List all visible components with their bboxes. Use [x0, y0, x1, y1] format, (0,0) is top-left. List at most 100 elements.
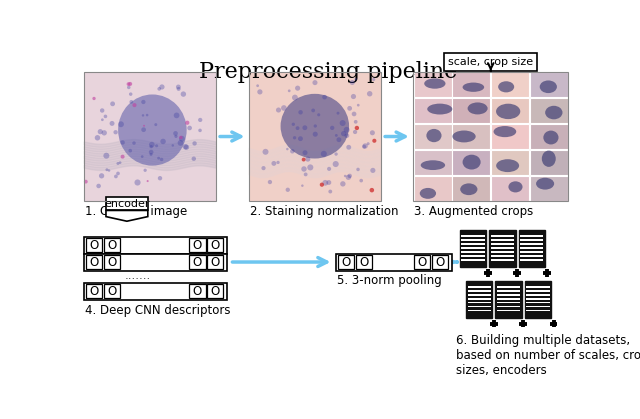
- Bar: [461, 243, 484, 245]
- Circle shape: [295, 85, 300, 91]
- Circle shape: [346, 145, 351, 150]
- Bar: [467, 286, 491, 287]
- Text: O: O: [211, 285, 220, 298]
- Circle shape: [150, 153, 152, 156]
- Bar: [527, 297, 550, 300]
- Circle shape: [352, 111, 356, 116]
- Circle shape: [313, 132, 318, 137]
- Circle shape: [198, 129, 202, 132]
- Circle shape: [362, 143, 368, 149]
- Circle shape: [372, 139, 376, 143]
- Bar: [356, 255, 372, 269]
- Text: O: O: [90, 285, 99, 298]
- Circle shape: [97, 184, 101, 188]
- Circle shape: [155, 144, 158, 147]
- Bar: [491, 124, 529, 149]
- Circle shape: [129, 100, 133, 104]
- Circle shape: [262, 149, 269, 155]
- Ellipse shape: [536, 178, 554, 189]
- Circle shape: [357, 104, 360, 106]
- Ellipse shape: [468, 103, 488, 114]
- Text: O: O: [193, 285, 202, 298]
- Text: O: O: [108, 256, 116, 269]
- Circle shape: [326, 180, 332, 185]
- Ellipse shape: [420, 188, 436, 199]
- Circle shape: [92, 97, 96, 100]
- Text: .......: .......: [125, 269, 152, 282]
- Circle shape: [355, 78, 357, 80]
- Circle shape: [298, 136, 303, 141]
- Ellipse shape: [280, 94, 349, 158]
- Circle shape: [127, 82, 131, 86]
- Bar: [104, 285, 120, 298]
- Circle shape: [154, 123, 157, 126]
- Bar: [530, 176, 568, 201]
- Bar: [520, 251, 543, 253]
- Circle shape: [305, 157, 310, 162]
- Bar: [520, 259, 543, 261]
- Circle shape: [119, 161, 122, 164]
- Circle shape: [276, 108, 281, 113]
- Bar: [495, 281, 522, 318]
- Bar: [491, 150, 529, 175]
- Circle shape: [320, 183, 324, 187]
- Circle shape: [99, 173, 104, 178]
- Circle shape: [281, 105, 287, 111]
- Circle shape: [351, 94, 356, 99]
- Circle shape: [109, 121, 115, 126]
- Circle shape: [142, 114, 144, 116]
- Circle shape: [104, 114, 108, 118]
- Ellipse shape: [428, 103, 452, 114]
- Circle shape: [173, 113, 179, 118]
- Bar: [527, 286, 550, 287]
- Bar: [467, 290, 491, 292]
- Ellipse shape: [424, 78, 445, 89]
- Circle shape: [307, 164, 314, 171]
- Bar: [189, 285, 205, 298]
- Bar: [413, 150, 452, 175]
- Bar: [104, 238, 120, 252]
- Bar: [497, 286, 520, 287]
- Circle shape: [118, 122, 124, 127]
- Text: O: O: [211, 238, 220, 251]
- Circle shape: [344, 175, 346, 177]
- Circle shape: [116, 162, 120, 165]
- Circle shape: [323, 95, 327, 99]
- Circle shape: [160, 158, 163, 161]
- Bar: [497, 310, 520, 311]
- Text: O: O: [90, 256, 99, 269]
- Circle shape: [180, 91, 186, 97]
- Circle shape: [193, 141, 196, 146]
- Circle shape: [108, 169, 110, 172]
- Bar: [413, 72, 452, 97]
- Text: Preprocessing pipeline: Preprocessing pipeline: [199, 61, 457, 83]
- Circle shape: [367, 91, 372, 96]
- Circle shape: [147, 180, 148, 182]
- Bar: [413, 72, 568, 201]
- Circle shape: [303, 150, 308, 155]
- Circle shape: [143, 168, 147, 172]
- Circle shape: [354, 120, 358, 124]
- Bar: [491, 255, 514, 257]
- Circle shape: [344, 133, 349, 138]
- Circle shape: [150, 145, 153, 148]
- Circle shape: [340, 120, 346, 126]
- Circle shape: [301, 184, 303, 187]
- Circle shape: [149, 142, 155, 147]
- Circle shape: [146, 114, 148, 116]
- Bar: [461, 247, 484, 249]
- Bar: [336, 253, 452, 271]
- Ellipse shape: [420, 160, 445, 170]
- Circle shape: [177, 87, 180, 91]
- Bar: [189, 255, 205, 269]
- Bar: [104, 255, 120, 269]
- Bar: [467, 310, 491, 311]
- Circle shape: [157, 87, 161, 91]
- Circle shape: [113, 130, 118, 134]
- Bar: [461, 235, 484, 237]
- Bar: [497, 305, 520, 308]
- Circle shape: [348, 173, 352, 178]
- Bar: [452, 98, 490, 123]
- Bar: [461, 251, 484, 253]
- Circle shape: [141, 100, 145, 104]
